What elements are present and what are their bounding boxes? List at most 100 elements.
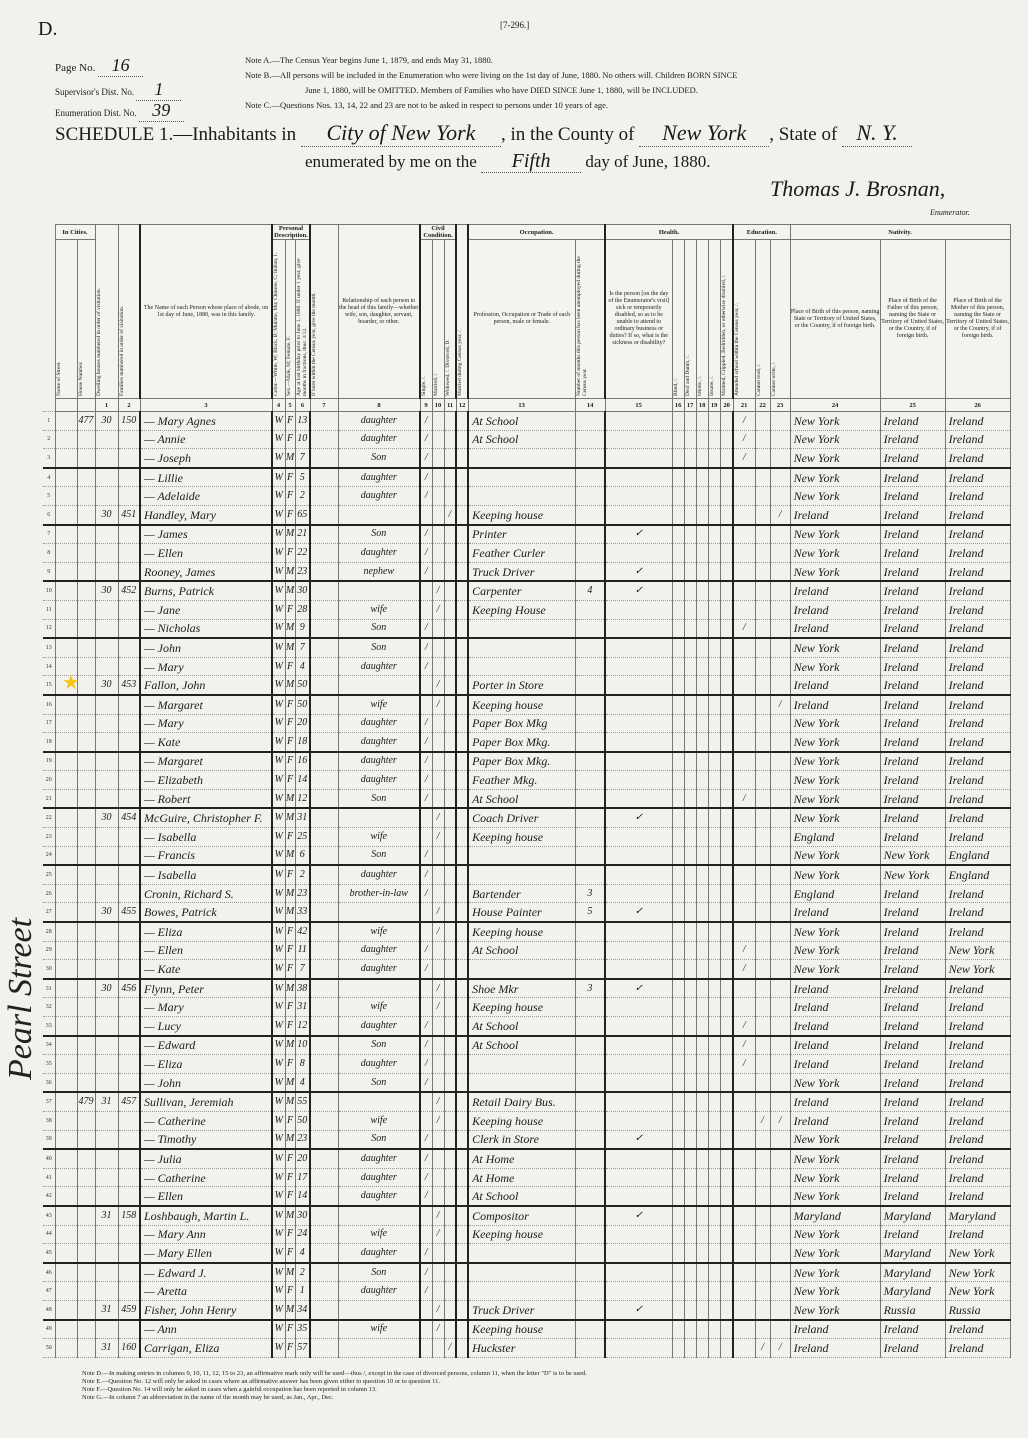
dwelling-number-cell [94,864,119,885]
birthplace-cell: New York [789,1167,881,1188]
blind-cell [671,1338,685,1358]
maimed-cell [719,997,734,1017]
maimed-cell [719,751,734,772]
state-label: , State of [769,124,838,145]
table-row: 23— Isabella W F 25 wife / Keeping house Englan… [43,827,1011,847]
cannot-read-cell [754,637,771,658]
widowed-mark-cell [443,1224,457,1245]
cannot-read-cell [754,713,771,734]
color-cell: W [271,561,286,583]
single-mark-cell: / [419,486,433,506]
birth-month-cell [309,827,339,847]
family-number-cell [117,959,141,980]
sex-cell: M [284,1262,296,1283]
occupation-cell: Carpenter [467,580,576,601]
table-row: 40— Julia W F 20 daughter / At Home New York Ire… [43,1148,1011,1169]
idiotic-cell [695,845,709,867]
cannot-write-cell [769,599,791,620]
married-mark-cell: / [431,1110,445,1131]
sickness-cell [604,486,673,506]
months-unemployed-cell [574,694,606,715]
color-cell: W [271,429,286,450]
months-unemployed-cell [574,1205,606,1226]
months-unemployed-cell [574,1129,606,1151]
line-number: 35 [43,1054,56,1074]
idiotic-cell [695,504,709,526]
dwelling-number-cell [94,561,119,583]
line-number: 25 [43,864,56,885]
line-number: 17 [43,713,56,734]
months-unemployed-cell [574,637,606,658]
deaf-dumb-cell [683,997,697,1017]
birthplace-cell: New York [789,732,881,753]
star-icon[interactable]: ★ [62,672,80,694]
age-cell: 23 [294,561,311,583]
insane-cell [707,845,721,867]
line-number: 40 [43,1148,56,1169]
cannot-read-cell [754,448,771,469]
birthplace-cell: New York [789,1299,881,1321]
maimed-cell [719,788,734,810]
idiotic-cell [695,524,709,545]
widowed-mark-cell [443,751,457,772]
color-cell: W [271,411,286,431]
color-cell: W [271,1299,286,1321]
col-8-header: Relationship of each person to the head … [337,224,421,399]
cannot-read-cell [754,770,771,790]
birth-month-cell [309,713,339,734]
sickness-cell [604,694,673,715]
sickness-cell [604,411,673,431]
relationship-cell: Son [337,1072,421,1094]
single-mark-cell [419,580,433,601]
city-value: City of New York [300,120,501,147]
dwelling-number-cell: 30 [94,978,119,999]
sickness-cell [604,864,673,885]
line-number: 15 [43,675,56,696]
married-during-year-cell [455,1186,469,1207]
maimed-cell [719,694,734,715]
deaf-dumb-cell [683,543,697,563]
table-row: 16— Margaret W F 50 wife / Keeping house / Irela… [43,694,1011,715]
idiotic-cell [695,902,709,924]
birth-month-cell [309,524,339,545]
cannot-read-cell [754,1148,771,1169]
dwelling-number-cell [94,997,119,1017]
mother-birthplace-cell: Ireland [944,1072,1011,1094]
person-name-cell: — Ellen [139,940,273,961]
single-mark-cell [419,902,433,924]
person-name-cell: — James [139,524,273,545]
married-during-year-cell [455,1072,469,1094]
age-cell: 12 [294,788,311,810]
widowed-mark-cell [443,1148,457,1169]
person-name-cell: — Eliza [139,1054,273,1074]
married-mark-cell [431,1262,445,1283]
married-mark-cell: / [431,997,445,1017]
street-cell [54,1091,78,1112]
father-birthplace-cell: Ireland [879,561,946,583]
widowed-mark-cell [443,1054,457,1074]
single-mark-cell: / [419,1015,433,1037]
house-number-cell [76,1186,96,1207]
cannot-write-cell [769,1072,791,1094]
col-22-header-text: Cannot read, /. [755,363,762,396]
color-cell: W [271,1015,286,1037]
married-mark-cell: / [431,921,445,942]
married-during-year-cell [455,599,469,620]
blind-cell [671,940,685,961]
birth-month-cell [309,807,339,829]
sickness-cell [604,599,673,620]
health-group: Health. [604,224,734,240]
deaf-dumb-cell [683,902,697,924]
months-unemployed-cell [574,448,606,469]
married-mark-cell: / [431,694,445,715]
birth-month-cell [309,411,339,431]
relationship-cell [337,978,421,999]
birth-month-cell [309,883,339,904]
insane-cell [707,1262,721,1283]
county-value: New York [639,120,770,147]
widowed-mark-cell: / [443,1338,457,1358]
supervisor-field: Supervisor's Dist. No. 1 [55,79,182,101]
cannot-write-cell [769,883,791,904]
house-number-cell [76,732,96,753]
color-cell: W [271,1243,286,1264]
